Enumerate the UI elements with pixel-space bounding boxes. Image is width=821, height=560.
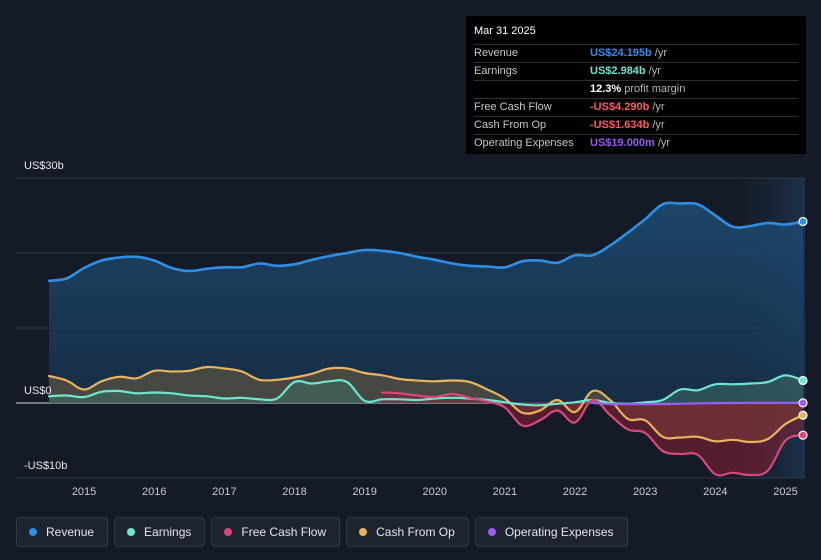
tooltip-row-value: -US$1.634b [590, 119, 650, 131]
chart: US$30b US$0 -US$10b 2015 2016 2017 2018 2019 202… [16, 160, 808, 498]
legend: Revenue Earnings Free Cash Flow Cash From O… [16, 517, 628, 547]
x-tick-label: 2019 [352, 486, 376, 498]
legend-dot-icon [359, 528, 368, 536]
revenue-end-marker [798, 216, 808, 227]
x-tick-label: 2017 [212, 486, 236, 498]
legend-item-revenue[interactable]: Revenue [16, 517, 109, 547]
tooltip-row-value: US$24.195b [590, 47, 652, 59]
legend-dot-icon [224, 528, 233, 536]
legend-item-cash-from-op[interactable]: Cash From Op [346, 517, 469, 547]
x-tick-label: 2025 [773, 486, 797, 498]
tooltip-row-label: Free Cash Flow [474, 101, 552, 113]
tooltip-row-label [474, 81, 590, 98]
legend-dot-icon [29, 528, 37, 536]
legend-label: Free Cash Flow [241, 525, 327, 539]
x-tick-label: 2020 [423, 486, 447, 498]
tooltip-row-label: Earnings [474, 65, 518, 77]
tooltip-row-label: Revenue [474, 47, 519, 59]
y-axis-label: -US$10b [24, 460, 67, 472]
tooltip-row: Revenue US$24.195b/yr [474, 45, 798, 63]
tooltip-row: Operating Expenses US$19.000m/yr [474, 135, 798, 152]
legend-label: Operating Expenses [504, 525, 614, 539]
x-tick-label: 2015 [72, 486, 96, 498]
revenue-area [49, 202, 803, 403]
tooltip-date: Mar 31 2025 [474, 24, 798, 45]
x-tick-label: 2016 [142, 486, 166, 498]
x-tick-label: 2021 [493, 486, 517, 498]
tooltip-row: Earnings US$2.984b/yr [474, 63, 798, 81]
tooltip-row-label: Cash From Op [474, 119, 547, 131]
tooltip-row-unit: /yr [654, 47, 667, 59]
tooltip-row-unit: /yr [648, 65, 661, 77]
cash-from-op-line [47, 365, 805, 444]
tooltip-row: Cash From Op -US$1.634b/yr [474, 117, 798, 135]
legend-item-operating-expenses[interactable]: Operating Expenses [474, 517, 628, 547]
x-tick-label: 2018 [282, 486, 306, 498]
legend-dot-icon [487, 528, 496, 536]
tooltip-row-unit: /yr [657, 137, 671, 149]
legend-item-free-cash-flow[interactable]: Free Cash Flow [211, 517, 341, 547]
x-tick-label: 2023 [633, 486, 657, 498]
cash-from-op-area [49, 366, 803, 443]
tooltip-row-unit: /yr [652, 101, 665, 113]
tooltip-row-label: Operating Expenses [474, 137, 574, 149]
free-cash-flow-end-marker [798, 430, 808, 440]
earnings-end-marker [798, 375, 808, 386]
tooltip-row-value: -US$4.290b [590, 101, 650, 113]
tooltip-row-value: US$19.000m [590, 137, 655, 149]
operating-expenses-line [591, 401, 805, 406]
y-axis-label: US$0 [24, 385, 52, 397]
tooltip-row: Free Cash Flow -US$4.290b/yr [474, 99, 798, 117]
x-tick-label: 2024 [703, 486, 727, 498]
legend-label: Revenue [46, 525, 95, 539]
revenue-line [47, 201, 805, 283]
tooltip-row-value: 12.3% [590, 83, 622, 95]
y-axis-label: US$30b [24, 160, 64, 172]
tooltip-row: 12.3% profit margin [474, 81, 798, 99]
cash-from-op-end-marker [798, 410, 808, 420]
legend-label: Earnings [144, 525, 192, 539]
legend-label: Cash From Op [376, 525, 455, 539]
tooltip-panel: Mar 31 2025 Revenue US$24.195b/yr Earnings… [466, 16, 806, 154]
tooltip-row-value: US$2.984b [590, 65, 646, 77]
legend-item-earnings[interactable]: Earnings [114, 517, 206, 547]
free-cash-flow-area [382, 392, 803, 476]
legend-dot-icon [127, 528, 136, 536]
earnings-line [47, 374, 805, 407]
tooltip-row-unit: profit margin [624, 83, 686, 95]
tooltip-row-unit: /yr [652, 119, 665, 131]
operating-expenses-end-marker [798, 398, 808, 408]
free-cash-flow-line [381, 391, 805, 477]
x-tick-label: 2022 [563, 486, 587, 498]
